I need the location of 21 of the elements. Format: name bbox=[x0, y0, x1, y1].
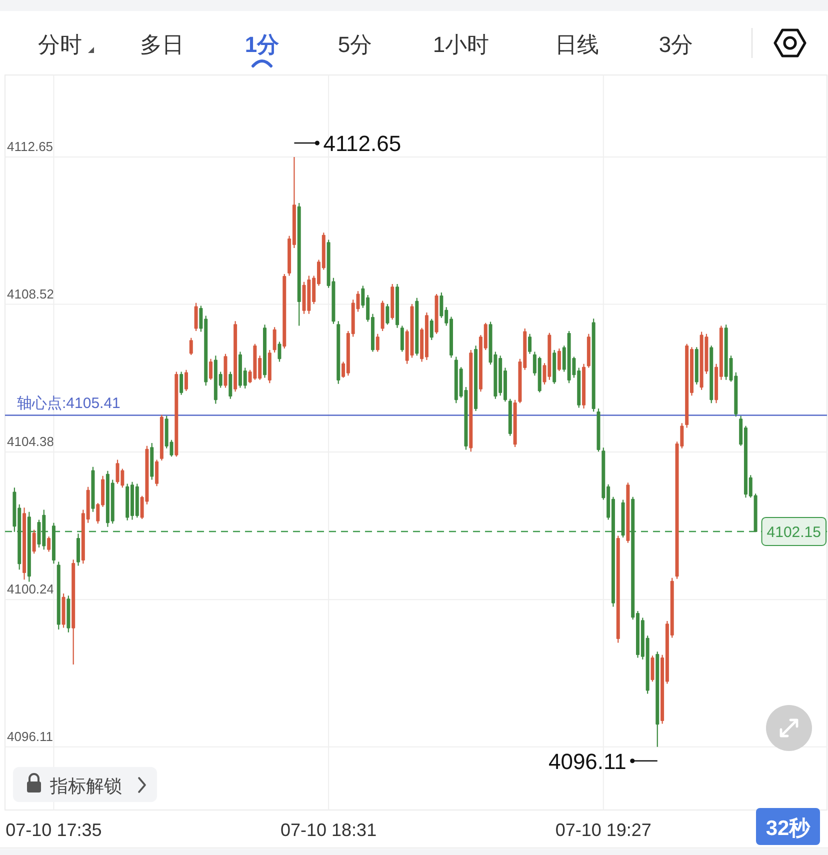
text: 5分 bbox=[338, 32, 372, 57]
annotation: 4112.65 bbox=[323, 131, 402, 156]
annotation: 指标解锁 bbox=[49, 776, 122, 796]
text: 日线 bbox=[555, 32, 599, 57]
x-tick-label: 07-10 19:27 bbox=[555, 820, 652, 840]
x-tick-label: 07-10 18:31 bbox=[280, 820, 377, 840]
ref-line-label: 轴心点:4105.41 bbox=[17, 395, 120, 412]
annotation: 4096.11 bbox=[548, 748, 626, 774]
text: 分时 bbox=[38, 32, 82, 57]
y-tick-label: 4100.24 bbox=[7, 582, 54, 597]
text: 多日 bbox=[140, 32, 184, 57]
y-tick-label: 4096.11 bbox=[7, 728, 54, 744]
x-tick-label: 07-10 17:35 bbox=[6, 820, 102, 840]
y-tick-label: 4112.65 bbox=[7, 139, 54, 154]
y-tick-label: 4108.52 bbox=[7, 286, 54, 302]
text: 1分 bbox=[244, 32, 280, 57]
text: 3分 bbox=[658, 32, 694, 57]
ref-line-label: 4102.15 bbox=[766, 524, 821, 541]
y-tick-label: 4104.38 bbox=[7, 434, 54, 449]
text: 32秒 bbox=[766, 817, 812, 840]
text: 1小时 bbox=[432, 32, 490, 57]
